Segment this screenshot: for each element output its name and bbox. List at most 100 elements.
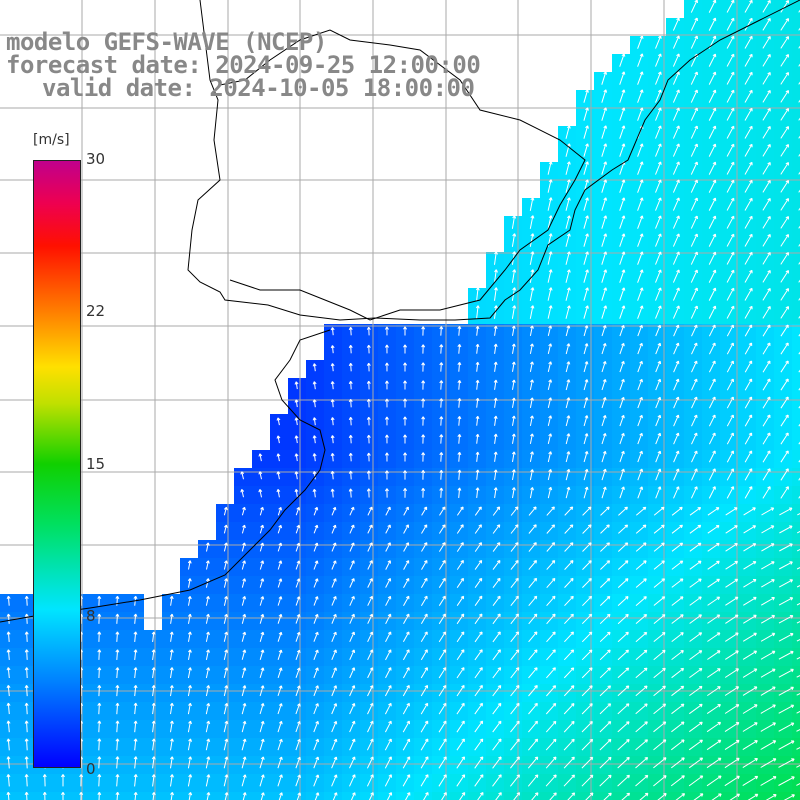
wind-arrow [780,90,789,103]
wind-arrow [205,649,210,661]
wind-arrow [637,450,643,463]
wind-arrow [691,360,698,373]
wind-arrow [565,197,571,211]
wind-arrow [672,233,680,247]
wind-arrow [673,486,680,499]
wind-arrow [133,702,138,715]
wind-arrow [726,179,735,193]
wind-arrow [510,506,519,516]
wind-arrow [780,18,789,31]
wind-arrow [726,468,735,481]
wind-arrow [494,287,498,301]
wind-arrow [511,343,516,354]
wind-arrow [744,360,753,373]
wind-arrow [6,685,11,697]
wind-arrow [151,631,156,642]
wind-arrow [384,470,389,480]
wind-arrow [384,434,389,444]
wind-arrow [655,269,662,283]
wind-arrow [742,704,758,714]
wind-arrow [708,342,716,355]
wind-arrow [79,774,84,787]
wind-arrow [510,667,520,679]
wind-cell [792,216,800,234]
wind-arrow [637,324,643,337]
wind-arrow [708,107,717,121]
wind-arrow [133,756,138,769]
wind-arrow [295,524,301,534]
wind-cell [756,792,774,800]
wind-arrow [689,721,703,733]
wind-arrow [349,756,356,769]
wind-cell [630,792,648,800]
wind-cell [792,0,800,18]
wind-arrow [350,792,356,800]
wind-arrow [599,685,611,697]
wind-arrow [708,378,716,391]
inner-coastline [219,29,586,321]
wind-arrow [312,453,317,462]
wind-arrow [565,125,571,139]
wind-arrow [690,161,698,175]
wind-arrow [689,668,703,679]
wind-arrow [563,738,575,751]
wind-arrow [599,613,611,625]
wind-cell [792,738,800,756]
wind-arrow [780,198,789,211]
wind-arrow [762,107,771,121]
wind-arrow [617,685,630,697]
wind-arrow [690,89,698,103]
wind-arrow [457,416,462,426]
wind-arrow [313,524,319,534]
wind-arrow [601,251,608,265]
wind-arrow [296,792,302,800]
wind-arrow [547,469,553,481]
wind-arrow [402,756,411,769]
wind-cell [792,612,800,630]
wind-arrow [384,702,392,715]
wind-arrow [601,433,607,445]
wind-arrow [742,632,757,642]
wind-arrow [439,452,444,462]
wind-arrow [312,363,317,372]
wind-arrow [671,596,684,606]
wind-arrow [619,378,625,391]
wind-arrow [760,668,776,678]
wind-arrow [421,524,428,534]
wind-arrow [438,720,447,733]
wind-arrow [97,720,102,733]
wind-arrow [349,685,356,697]
colorbar-tick: 22 [86,302,106,320]
wind-arrow [475,487,480,498]
wind-arrow [690,143,698,157]
wind-arrow [277,667,283,679]
wind-arrow [744,89,753,103]
wind-arrow [653,524,665,534]
wind-arrow [547,433,553,445]
wind-arrow [689,703,703,715]
wind-arrow [637,89,644,103]
wind-arrow [312,435,317,444]
wind-arrow [420,738,429,751]
wind-arrow [277,596,283,606]
wind-arrow [726,0,735,13]
wind-arrow [706,721,722,733]
wind-arrow [348,326,353,336]
wind-arrow [312,471,317,480]
wind-arrow [708,0,717,13]
wind-arrow [366,452,371,462]
wind-arrow [583,143,589,157]
wind-arrow [421,560,428,570]
wind-arrow [330,381,335,390]
wind-arrow [583,451,589,463]
wind-arrow [528,702,538,715]
wind-arrow [259,613,265,624]
wind-arrow [744,107,753,121]
wind-arrow [493,361,498,372]
wind-arrow [601,233,608,247]
wind-arrow [780,126,789,139]
wind-arrow [366,380,371,390]
colorbar [33,160,81,768]
wind-arrow [438,756,447,769]
wind-arrow [671,632,684,642]
